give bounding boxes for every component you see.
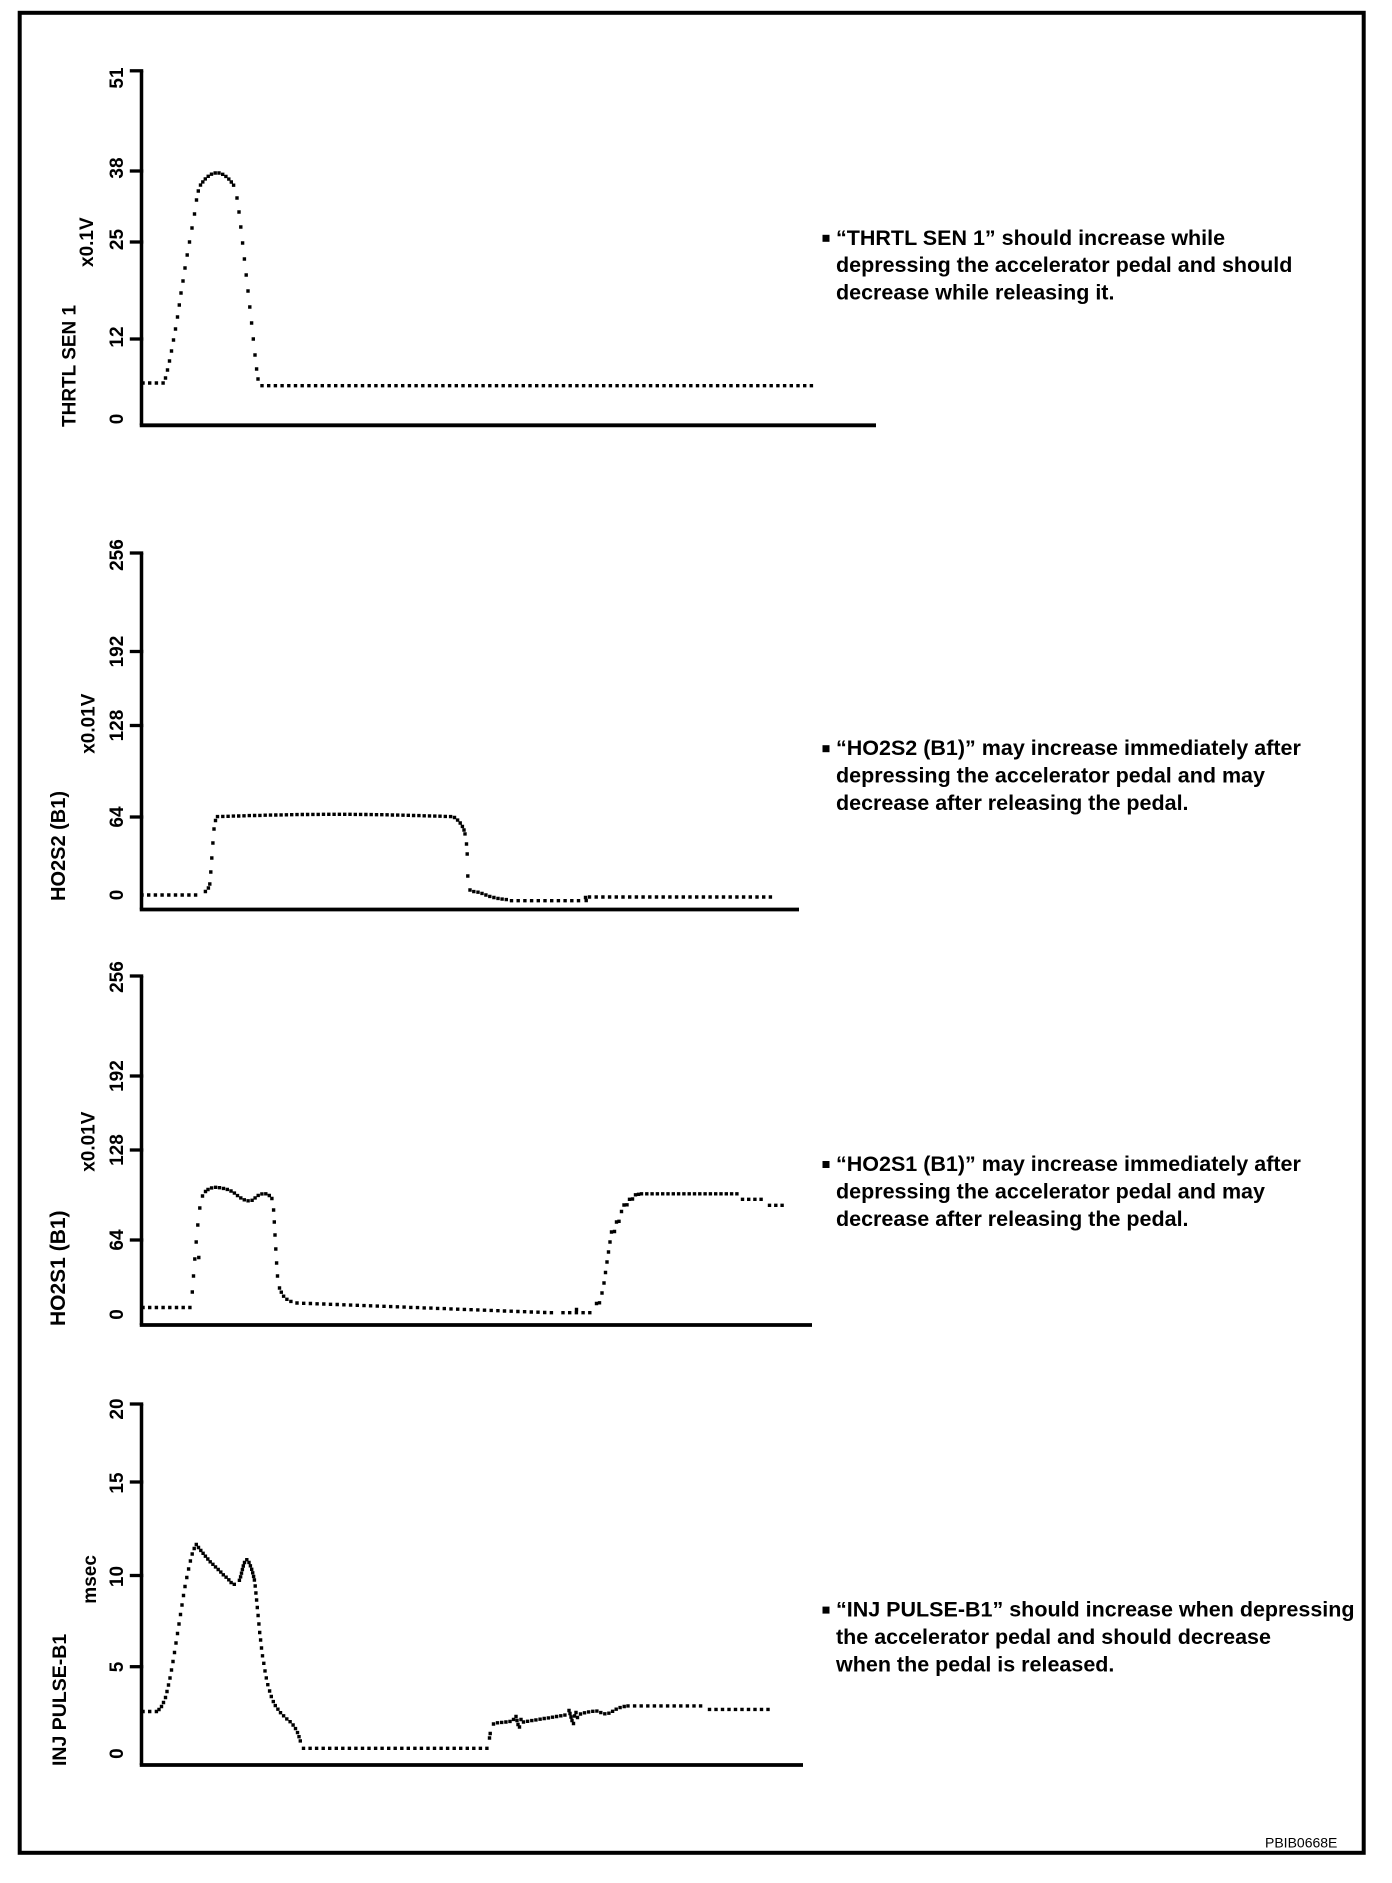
svg-text:x0.01V: x0.01V — [79, 693, 100, 754]
svg-text:128: 128 — [107, 710, 128, 742]
svg-text:when the pedal is released.: when the pedal is released. — [835, 1652, 1114, 1676]
svg-text:0: 0 — [107, 414, 128, 425]
svg-text:“THRTL SEN 1” should increase: “THRTL SEN 1” should increase while — [836, 226, 1225, 250]
svg-text:38: 38 — [107, 157, 128, 178]
svg-text:15: 15 — [107, 1472, 128, 1494]
svg-text:“INJ PULSE-B1” should increase: “INJ PULSE-B1” should increase when depr… — [836, 1598, 1355, 1622]
svg-text:0: 0 — [107, 890, 128, 901]
svg-text:the accelerator pedal and shou: the accelerator pedal and should decreas… — [836, 1625, 1271, 1649]
svg-text:51: 51 — [107, 67, 128, 89]
svg-text:10: 10 — [107, 1566, 128, 1587]
svg-text:HO2S1 (B1): HO2S1 (B1) — [47, 1210, 70, 1326]
svg-text:“HO2S1 (B1)” may increase imme: “HO2S1 (B1)” may increase immediately af… — [836, 1152, 1301, 1176]
svg-text:depressing the accelerator ped: depressing the accelerator pedal and may — [836, 1179, 1265, 1203]
svg-text:decrease while releasing it.: decrease while releasing it. — [836, 281, 1114, 305]
svg-text:x0.01V: x0.01V — [79, 1111, 100, 1172]
svg-text:20: 20 — [107, 1398, 128, 1419]
svg-text:192: 192 — [107, 636, 128, 668]
svg-text:64: 64 — [107, 1229, 128, 1251]
svg-text:depressing the accelerator ped: depressing the accelerator pedal and sho… — [836, 253, 1292, 277]
svg-text:0: 0 — [107, 1309, 128, 1320]
svg-text:25: 25 — [107, 229, 128, 251]
svg-text:192: 192 — [107, 1060, 128, 1092]
svg-text:64: 64 — [107, 806, 128, 828]
svg-text:“HO2S2 (B1)” may increase imme: “HO2S2 (B1)” may increase immediately af… — [836, 736, 1301, 760]
svg-text:5: 5 — [107, 1661, 128, 1672]
svg-text:decrease after releasing the p: decrease after releasing the pedal. — [836, 791, 1189, 815]
svg-text:decrease after releasing the p: decrease after releasing the pedal. — [836, 1207, 1189, 1231]
svg-text:THRTL SEN 1: THRTL SEN 1 — [60, 304, 81, 427]
svg-text:256: 256 — [107, 539, 128, 571]
svg-text:x0.1V: x0.1V — [77, 217, 98, 267]
svg-text:0: 0 — [107, 1748, 128, 1759]
svg-text:128: 128 — [107, 1134, 128, 1166]
svg-text:256: 256 — [107, 961, 128, 993]
svg-text:INJ PULSE-B1: INJ PULSE-B1 — [49, 1634, 71, 1766]
svg-text:PBIB0668E: PBIB0668E — [1265, 1834, 1337, 1850]
svg-text:HO2S2 (B1): HO2S2 (B1) — [48, 791, 70, 901]
svg-text:msec: msec — [80, 1555, 101, 1604]
svg-text:12: 12 — [107, 326, 128, 347]
svg-text:depressing the accelerator ped: depressing the accelerator pedal and may — [836, 764, 1265, 788]
